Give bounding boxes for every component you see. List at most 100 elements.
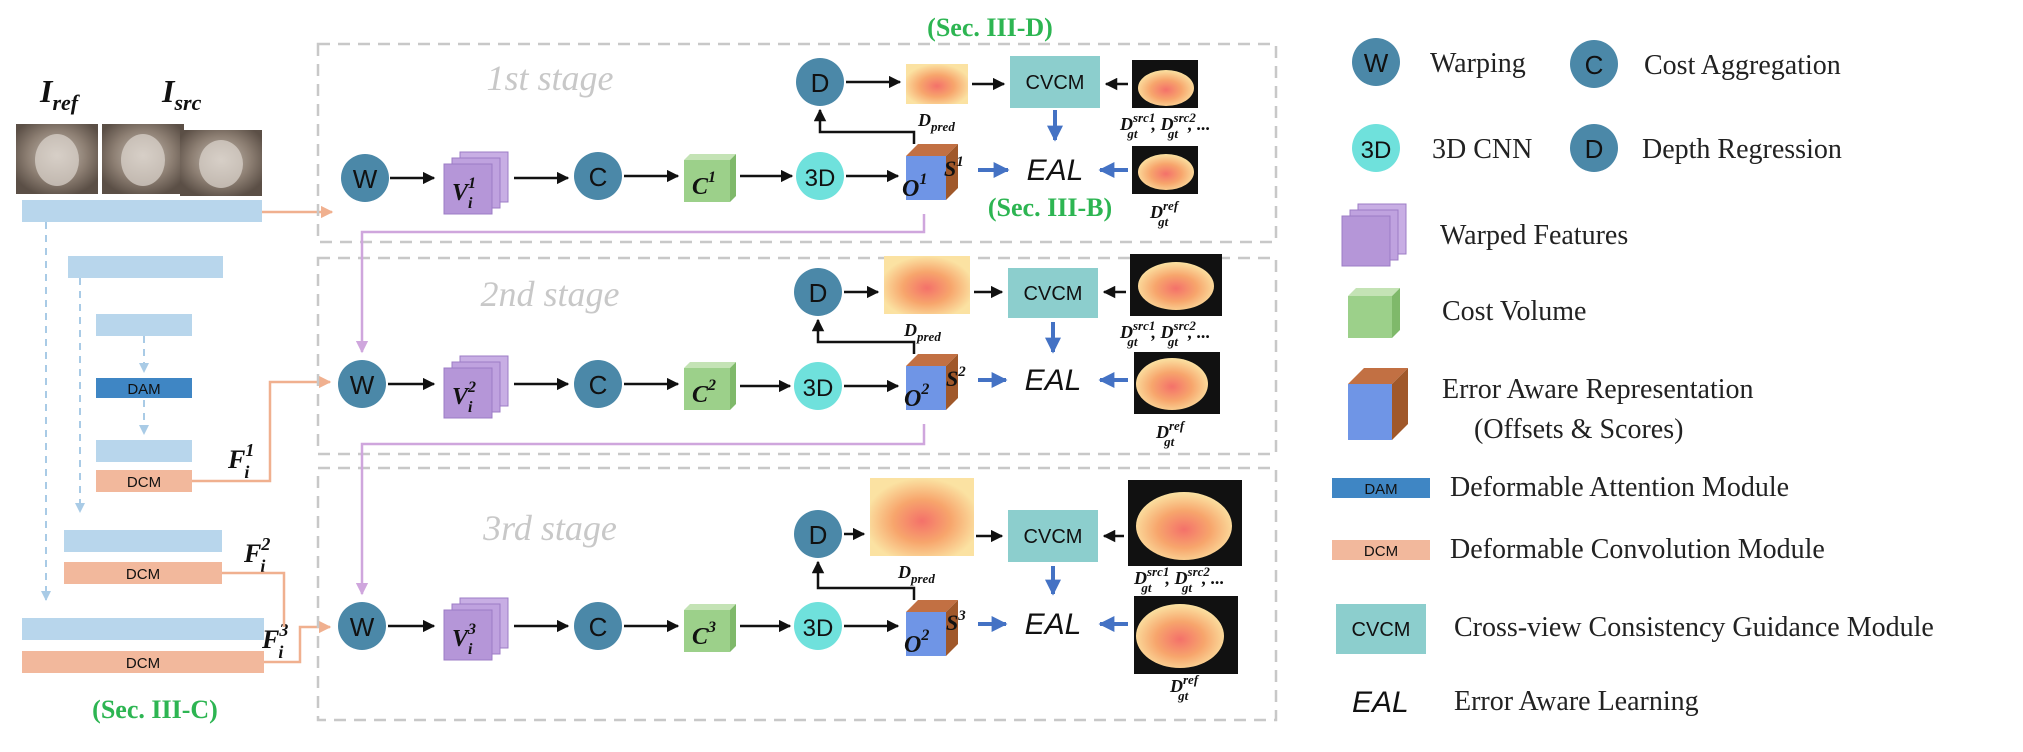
error-aware-cube: [906, 600, 958, 656]
legend: W Warping C Cost Aggregation 3D 3D CNN D…: [1332, 38, 1934, 719]
cost-volume-cube: [684, 362, 736, 410]
legend-cost-agg-icon: [1570, 40, 1618, 88]
legend-warping: Warping: [1430, 48, 1526, 79]
legend-warped: Warped Features: [1440, 220, 1628, 251]
legend-warped-icon: [1341, 203, 1407, 267]
dcm-label-3: DCM: [126, 655, 160, 672]
3d-cnn-node: [796, 152, 844, 200]
stage-3: 3rd stage W V3 i C C3 3D O2 S3 D Dpred: [338, 478, 1242, 703]
svg-text:DCM: DCM: [1364, 543, 1398, 560]
svg-text:3D: 3D: [803, 615, 834, 642]
svg-text:D: D: [809, 520, 828, 550]
svg-text:O1: O1: [902, 171, 927, 202]
svg-text:C3: C3: [692, 619, 716, 650]
legend-error-1: Error Aware Representation: [1442, 374, 1754, 405]
cost-volume-cube: [684, 154, 736, 202]
dcm-block-1: [96, 470, 192, 492]
3d-cnn-node: [794, 362, 842, 410]
svg-text:O2: O2: [904, 627, 929, 658]
3d-cnn-node: [794, 602, 842, 650]
legend-cvcm: Cross-view Consistency Guidance Module: [1454, 612, 1934, 643]
stage-1: 1st stage W V1 i C C1 3D O1 S1 D Dpred: [341, 56, 1211, 229]
cost-aggregation-node: [574, 602, 622, 650]
dam-block: [96, 378, 192, 398]
sec-iii-b: (Sec. III-B): [988, 193, 1112, 222]
feature-bar-l4: [64, 530, 222, 552]
warping-node: [338, 360, 386, 408]
cost-aggregation-node: [574, 152, 622, 200]
svg-text:Isrc: Isrc: [161, 73, 202, 115]
legend-dam: Deformable Attention Module: [1450, 472, 1789, 503]
warping-node: [341, 154, 389, 202]
svg-text:CVCM: CVCM: [1026, 72, 1085, 94]
warping-node: [338, 602, 386, 650]
stage-1-title: 1st stage: [486, 58, 613, 98]
svg-text:W: W: [350, 370, 375, 400]
sec-iii-d: (Sec. III-D): [927, 13, 1053, 42]
svg-text:CVCM: CVCM: [1352, 619, 1411, 641]
feature-bar-l3: [96, 440, 192, 462]
eal-label: EAL: [1027, 154, 1084, 187]
stage-2: 2nd stage W V2 i C C2 3D O2 S2 D Dpred: [338, 254, 1222, 449]
feature-bar-l5: [22, 618, 264, 640]
svg-text:C1: C1: [692, 169, 716, 200]
cvcm-block: [1008, 268, 1098, 318]
dcm-block-3: [22, 651, 264, 673]
legend-eal: Error Aware Learning: [1454, 686, 1699, 717]
dam-label: DAM: [127, 381, 160, 398]
svg-text:3D: 3D: [803, 375, 834, 402]
feature-bar-l1: [68, 256, 223, 278]
legend-cost-volume: Cost Volume: [1442, 296, 1586, 327]
error-aware-cube: [906, 144, 958, 200]
depth-pred-map: [870, 478, 974, 556]
svg-text:DAM: DAM: [1364, 481, 1397, 498]
warped-features-cube: [443, 151, 509, 215]
svg-text:D: D: [809, 278, 828, 308]
depth-regression-node: [794, 510, 842, 558]
svg-text:F3i: F3 i: [261, 620, 288, 662]
svg-text:Dpred: Dpred: [897, 562, 935, 586]
svg-text:W: W: [1364, 48, 1389, 78]
depth-regression-node: [794, 268, 842, 316]
svg-text:C2: C2: [692, 377, 716, 408]
cost-aggregation-node: [574, 360, 622, 408]
svg-text:CVCM: CVCM: [1024, 526, 1083, 548]
legend-3dcnn-icon: [1352, 124, 1400, 172]
svg-text:D: D: [1585, 134, 1604, 164]
svg-text:W: W: [353, 164, 378, 194]
depth-pred-map: [884, 256, 970, 314]
input-images: Iref Isrc: [16, 73, 262, 196]
legend-cost-agg: Cost Aggregation: [1644, 50, 1841, 81]
svg-text:Dpred: Dpred: [903, 320, 941, 344]
legend-dcm: Deformable Convolution Module: [1450, 534, 1825, 565]
feature-flows: [192, 205, 334, 664]
svg-text:V2i: V2 i: [452, 379, 476, 416]
dcm-label-2: DCM: [126, 566, 160, 583]
cvcm-block: [1010, 56, 1100, 108]
error-aware-cube: [906, 354, 958, 410]
stage-3-title: 3rd stage: [482, 508, 617, 548]
eal-label: EAL: [1025, 364, 1082, 397]
dcm-label-1: DCM: [127, 474, 161, 491]
warped-features-cube: [443, 355, 509, 419]
legend-error-2: (Offsets & Scores): [1474, 414, 1683, 445]
svg-text:V1i: V1 i: [452, 175, 476, 212]
svg-text:W: W: [350, 612, 375, 642]
stage-frames: [316, 42, 1278, 722]
svg-text:O2: O2: [904, 381, 929, 412]
svg-text:3D: 3D: [805, 165, 836, 192]
legend-cost-volume-icon: [1348, 288, 1400, 338]
svg-text:C: C: [589, 370, 608, 400]
svg-text:F1i: F1 i: [227, 440, 254, 482]
legend-3dcnn: 3D CNN: [1432, 134, 1532, 165]
svg-text:S2: S2: [946, 364, 966, 391]
svg-text:F2i: F2 i: [243, 534, 270, 576]
dcm-block-2: [64, 562, 222, 584]
